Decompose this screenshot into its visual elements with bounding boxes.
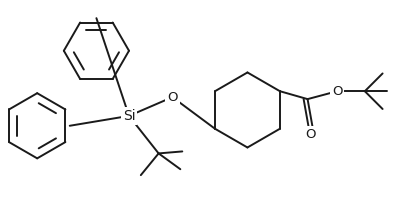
Text: Si: Si [122,109,135,123]
Text: O: O [305,128,315,141]
Text: O: O [331,85,342,98]
Text: O: O [167,91,177,104]
